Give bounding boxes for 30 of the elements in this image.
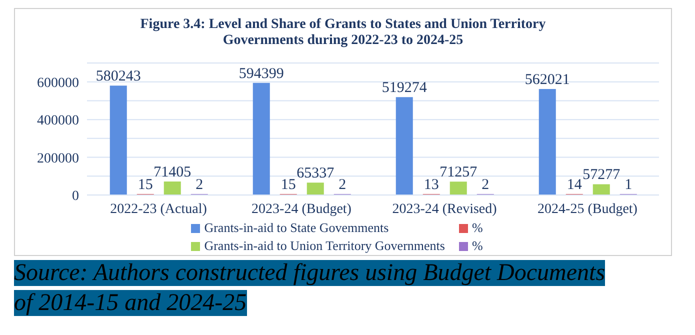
data-label: 2 [196,177,204,193]
data-label: 15 [138,177,153,193]
data-label: 15 [280,177,296,193]
legend-label: % [472,219,483,237]
data-label: 65337 [296,166,335,182]
legend-label: Grants-in-aid to State Govemments [204,219,389,237]
data-label: 562021 [524,72,570,88]
x-tick-label: 2022-23 (Actual) [110,202,208,217]
data-label: 1 [624,177,632,193]
x-tick-label: 2023-24 (Budget) [252,202,352,217]
y-tick-label: 200000 [37,151,79,166]
data-label: 14 [566,177,582,193]
data-label: 71405 [154,164,192,181]
data-label: 13 [424,177,439,193]
legend-label: % [472,237,483,255]
chart-title: Figure 3.4: Level and Share of Grants to States and Union Territory Governments during 2022-23 to 2024-25 [139,17,547,49]
data-label: 519274 [382,80,428,96]
y-tick-label: 600000 [37,76,79,91]
legend-label: Grants-in-aid to Union Territory Governments [204,237,445,255]
data-label: 594399 [238,66,284,82]
y-tick-label: 400000 [37,114,79,129]
data-label: 2 [338,177,346,193]
y-tick-label: 0 [72,188,79,204]
data-label: 71257 [440,164,478,181]
data-label: 580243 [96,68,141,85]
source-note: Source: Authors constructed figures using Budget Documents of 2014-15 and 2024-25 [14,260,606,316]
data-label: 57277 [582,167,621,184]
x-tick-label: 2023-24 (Revised) [392,202,498,217]
data-label: 2 [482,177,490,193]
x-tick-label: 2024-25 (Budget) [538,202,638,217]
